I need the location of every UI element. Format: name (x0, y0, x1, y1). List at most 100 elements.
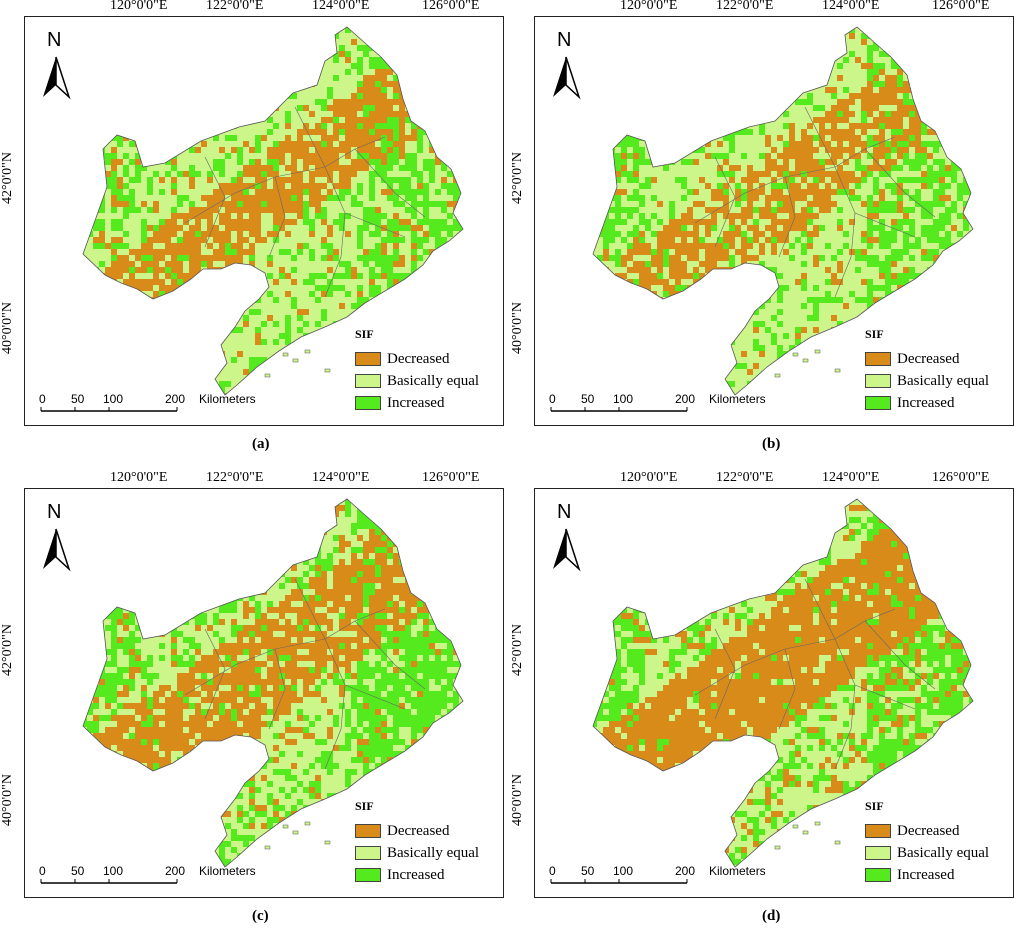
province-border (592, 498, 974, 868)
legend-item-decreased: Decreased (355, 348, 479, 370)
north-arrow: N (549, 501, 583, 573)
north-arrow-icon (553, 56, 581, 100)
legend-item-basically-equal: Basically equal (865, 842, 989, 864)
island (814, 821, 821, 826)
legend-title: SIF (865, 327, 884, 341)
scale-tick: 200 (675, 393, 695, 406)
legend-item-increased: Increased (355, 864, 479, 886)
island (774, 373, 781, 378)
legend-swatch (865, 824, 891, 838)
city-boundaries (184, 578, 426, 770)
lon-label: 124°0'0"E (822, 0, 880, 13)
lon-label: 122°0'0"E (206, 470, 264, 485)
legend-label: Increased (387, 866, 445, 883)
lon-label: 124°0'0"E (312, 470, 370, 485)
scale-tick: 200 (165, 393, 185, 406)
map-canvas (82, 26, 464, 396)
legend-swatch (355, 352, 381, 366)
scale-tick: 100 (103, 865, 123, 878)
map-canvas (592, 498, 974, 868)
scale-bar: 0 50 100 200 Kilometers (549, 864, 789, 894)
scale-bar: 0 50 100 200 Kilometers (39, 864, 279, 894)
legend-item-basically-equal: Basically equal (355, 842, 479, 864)
scale-tick: 0 (549, 393, 556, 406)
lat-label: 42°0'0"N (510, 624, 525, 676)
scale-tick: 50 (581, 865, 595, 878)
lon-label: 122°0'0"E (716, 470, 774, 485)
island (304, 821, 311, 826)
city-boundaries (184, 106, 426, 298)
legend: SIF Decreased Basically equal Increased (355, 799, 479, 886)
legend: SIF Decreased Basically equal Increased (865, 327, 989, 414)
island (814, 349, 821, 354)
province-border (82, 26, 464, 396)
scale-tick: 50 (71, 865, 85, 878)
province-border (82, 498, 464, 868)
legend-swatch (355, 868, 381, 882)
island (304, 349, 311, 354)
north-arrow-icon (43, 56, 71, 100)
map-panel-a: 120°0'0"E 122°0'0"E 124°0'0"E 126°0'0"E … (0, 0, 506, 452)
north-arrow: N (39, 29, 73, 101)
legend-item-basically-equal: Basically equal (865, 370, 989, 392)
legend-swatch (865, 374, 891, 388)
legend-title: SIF (865, 799, 884, 813)
legend-title: SIF (355, 799, 374, 813)
legend-item-increased: Increased (865, 392, 989, 414)
map-panel-d: 120°0'0"E 122°0'0"E 124°0'0"E 126°0'0"E … (510, 470, 1016, 924)
scale-tick: 50 (71, 393, 85, 406)
lon-label: 126°0'0"E (422, 0, 480, 13)
north-arrow: N (39, 501, 73, 573)
legend-label: Decreased (387, 350, 450, 367)
island (792, 824, 799, 829)
island (774, 845, 781, 850)
scale-unit: Kilometers (709, 393, 766, 406)
lon-label: 124°0'0"E (312, 0, 370, 13)
lon-label: 122°0'0"E (206, 0, 264, 13)
map-frame: N SIF Decreased Basically equal (534, 488, 1014, 898)
island (324, 840, 331, 845)
island (802, 358, 809, 363)
lat-label: 42°0'0"N (0, 624, 15, 676)
lon-label: 120°0'0"E (110, 0, 168, 13)
map-panel-c: 120°0'0"E 122°0'0"E 124°0'0"E 126°0'0"E … (0, 470, 506, 924)
legend: SIF Decreased Basically equal Increased (865, 799, 989, 886)
province-border (592, 26, 974, 396)
lat-label: 42°0'0"N (0, 152, 15, 204)
north-arrow-icon (43, 528, 71, 572)
scale-tick: 0 (39, 393, 46, 406)
lon-label: 120°0'0"E (620, 0, 678, 13)
panel-caption: (c) (252, 908, 269, 924)
legend-item-basically-equal: Basically equal (355, 370, 479, 392)
panel-caption: (a) (252, 436, 270, 452)
island (324, 368, 331, 373)
lat-label: 40°0'0"N (0, 774, 15, 826)
map-canvas (592, 26, 974, 396)
north-arrow: N (549, 29, 583, 101)
north-arrow-icon (553, 528, 581, 572)
island (292, 358, 299, 363)
island (264, 373, 271, 378)
north-label: N (47, 501, 62, 523)
legend-item-increased: Increased (865, 864, 989, 886)
lon-label: 120°0'0"E (620, 470, 678, 485)
legend-swatch (355, 374, 381, 388)
legend-label: Increased (897, 394, 955, 411)
scale-bar: 0 50 100 200 Kilometers (39, 392, 279, 422)
island (282, 352, 289, 357)
lat-label: 40°0'0"N (510, 774, 525, 826)
legend: SIF Decreased Basically equal Increased (355, 327, 479, 414)
legend-label: Basically equal (387, 844, 480, 861)
legend-label: Increased (387, 394, 445, 411)
scale-tick: 100 (613, 393, 633, 406)
legend-label: Basically equal (897, 372, 990, 389)
legend-label: Decreased (897, 350, 960, 367)
panel-caption: (b) (762, 436, 781, 452)
legend-item-increased: Increased (355, 392, 479, 414)
legend-swatch (865, 396, 891, 410)
scale-bar: 0 50 100 200 Kilometers (549, 392, 789, 422)
legend-title: SIF (355, 327, 374, 341)
map-canvas (82, 498, 464, 868)
north-label: N (47, 29, 62, 51)
scale-tick: 200 (165, 865, 185, 878)
